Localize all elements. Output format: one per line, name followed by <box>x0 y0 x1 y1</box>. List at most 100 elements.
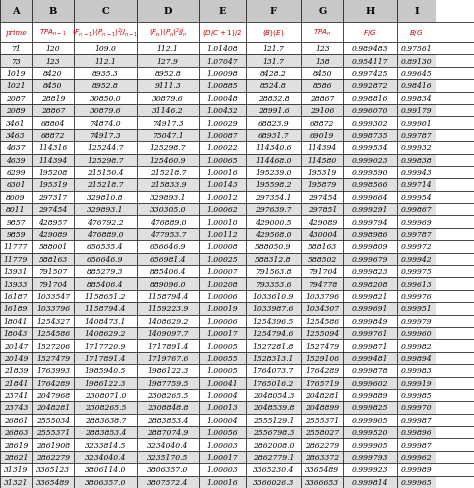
Text: 0.99645: 0.99645 <box>401 70 432 78</box>
Text: 121.7: 121.7 <box>263 45 284 53</box>
Text: 0.99987: 0.99987 <box>401 441 432 449</box>
Bar <box>397 241 436 253</box>
Bar <box>74 203 137 216</box>
Bar <box>137 92 199 105</box>
Text: 28832.8: 28832.8 <box>258 95 289 102</box>
Bar <box>397 340 436 352</box>
Text: 2862779.1: 2862779.1 <box>253 453 294 461</box>
Text: 0.99976: 0.99976 <box>401 292 432 301</box>
Text: 1.01408: 1.01408 <box>207 45 238 53</box>
Bar <box>246 105 301 117</box>
Bar <box>301 117 343 129</box>
Bar <box>343 117 397 129</box>
Bar <box>301 439 343 451</box>
Text: 215218.7: 215218.7 <box>87 181 124 189</box>
Text: 0.999520: 0.999520 <box>352 428 389 436</box>
Text: 1.00112: 1.00112 <box>207 230 238 239</box>
Bar <box>246 179 301 191</box>
Bar <box>343 340 397 352</box>
Bar <box>137 278 199 290</box>
Text: 2555034: 2555034 <box>36 416 70 424</box>
Bar <box>301 23 343 43</box>
Bar <box>199 278 246 290</box>
Bar <box>246 476 301 488</box>
Text: 125298.7: 125298.7 <box>87 156 124 164</box>
Bar <box>397 55 436 68</box>
Bar <box>32 327 74 340</box>
Text: 4639: 4639 <box>6 156 26 164</box>
Text: 8420: 8420 <box>43 70 63 78</box>
Bar <box>343 154 397 166</box>
Text: 2887074.9: 2887074.9 <box>147 428 189 436</box>
Bar <box>0 265 32 278</box>
Bar <box>199 290 246 303</box>
Bar <box>32 241 74 253</box>
Bar <box>32 439 74 451</box>
Bar <box>397 142 436 154</box>
Text: 18043: 18043 <box>4 329 28 338</box>
Text: 125298.7: 125298.7 <box>149 144 186 152</box>
Bar <box>301 377 343 389</box>
Bar <box>137 68 199 80</box>
Bar <box>32 142 74 154</box>
Text: 26863: 26863 <box>4 428 28 436</box>
Bar <box>397 92 436 105</box>
Text: 195239.0: 195239.0 <box>255 169 292 177</box>
Bar <box>246 142 301 154</box>
Text: 11779: 11779 <box>4 255 28 264</box>
Bar <box>397 166 436 179</box>
Bar <box>199 23 246 43</box>
Bar <box>74 377 137 389</box>
Bar <box>32 166 74 179</box>
Bar <box>199 80 246 92</box>
Bar <box>397 365 436 377</box>
Bar <box>301 340 343 352</box>
Bar <box>137 179 199 191</box>
Text: 11777: 11777 <box>4 243 28 251</box>
Bar <box>0 414 32 426</box>
Bar <box>343 303 397 315</box>
Text: 69019: 69019 <box>310 132 335 140</box>
Text: 1409097.7: 1409097.7 <box>147 329 189 338</box>
Bar <box>74 216 137 228</box>
Text: 2558027: 2558027 <box>305 428 339 436</box>
Bar <box>397 402 436 414</box>
Bar <box>343 253 397 265</box>
Bar <box>0 241 32 253</box>
Text: 1.00003: 1.00003 <box>207 441 238 449</box>
Bar <box>199 426 246 439</box>
Bar <box>74 389 137 402</box>
Bar <box>246 253 301 265</box>
Text: 1254586: 1254586 <box>305 317 339 325</box>
Bar <box>74 315 137 327</box>
Text: 1408629.2: 1408629.2 <box>147 317 189 325</box>
Bar <box>246 327 301 340</box>
Bar <box>199 216 246 228</box>
Text: 8450: 8450 <box>312 70 332 78</box>
Bar <box>137 451 199 463</box>
Bar <box>246 154 301 166</box>
Text: 0.998735: 0.998735 <box>352 132 389 140</box>
Text: 1.00013: 1.00013 <box>207 404 238 412</box>
Bar <box>199 92 246 105</box>
Bar <box>343 278 397 290</box>
Bar <box>199 228 246 241</box>
Text: 1021: 1021 <box>6 82 26 90</box>
Text: 794778: 794778 <box>308 280 337 288</box>
Bar <box>397 105 436 117</box>
Text: 0.992872: 0.992872 <box>352 82 389 90</box>
Text: $B/G$: $B/G$ <box>410 28 424 38</box>
Bar <box>301 315 343 327</box>
Text: 791563.8: 791563.8 <box>255 267 292 276</box>
Text: 16189: 16189 <box>4 305 28 313</box>
Bar <box>0 80 32 92</box>
Text: 20149: 20149 <box>4 354 28 362</box>
Text: 3235170.5: 3235170.5 <box>147 453 189 461</box>
Text: 0.999602: 0.999602 <box>352 379 389 387</box>
Text: 114340.6: 114340.6 <box>255 144 292 152</box>
Text: 1.00087: 1.00087 <box>207 132 238 140</box>
Text: 0.99943: 0.99943 <box>401 169 432 177</box>
Bar <box>343 426 397 439</box>
Text: 1033987.6: 1033987.6 <box>253 305 294 313</box>
Bar <box>301 228 343 241</box>
